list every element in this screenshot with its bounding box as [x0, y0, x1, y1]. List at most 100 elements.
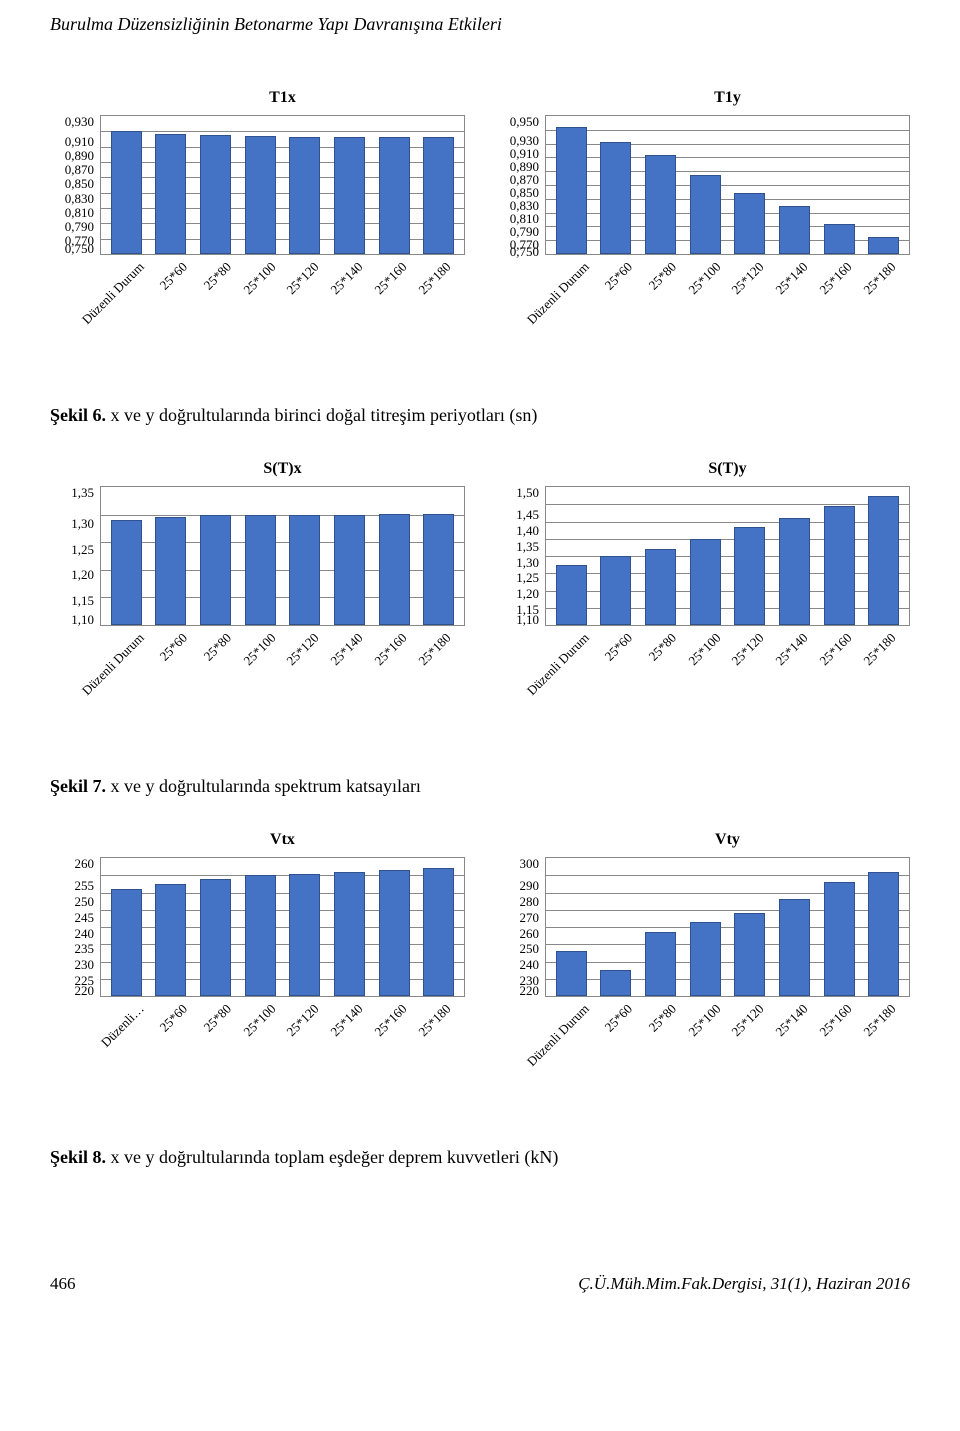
bar — [645, 155, 676, 254]
y-tick-label: 260 — [75, 857, 95, 870]
y-tick-label: 230 — [75, 958, 95, 971]
bar — [600, 142, 631, 254]
y-tick-label: 1,30 — [516, 556, 539, 569]
y-axis-ticks: 260255250245240235230225220 — [50, 857, 100, 997]
x-tick-label: 25*140 — [328, 1001, 367, 1040]
bars-container — [101, 487, 464, 625]
bar-slot — [375, 116, 414, 254]
bars-container — [546, 487, 909, 625]
y-tick-label: 0,910 — [65, 135, 94, 148]
bar-slot — [641, 858, 680, 996]
bar-slot — [686, 858, 725, 996]
bar — [111, 131, 142, 254]
x-tick-label: 25*180 — [860, 630, 899, 669]
bar — [155, 517, 186, 625]
x-tick-label: 25*160 — [372, 1001, 411, 1040]
x-tick-label: 25*160 — [372, 259, 411, 298]
y-tick-label: 1,50 — [516, 486, 539, 499]
x-tick-label: 25*60 — [602, 259, 636, 293]
bar-slot — [597, 487, 636, 625]
x-tick-label: 25*60 — [157, 259, 191, 293]
x-tick-label: 25*80 — [646, 630, 680, 664]
caption-fig8: Şekil 8. x ve y doğrultularında toplam e… — [50, 1147, 910, 1168]
x-tick-label: 25*120 — [284, 259, 323, 298]
bar — [423, 514, 454, 626]
bars-container — [546, 858, 909, 996]
plot-area — [100, 115, 465, 255]
journal-ref: Ç.Ü.Müh.Mim.Fak.Dergisi, 31(1), Haziran … — [578, 1274, 910, 1294]
bar-slot — [686, 116, 725, 254]
y-tick-label: 1,40 — [516, 524, 539, 537]
y-tick-label: 240 — [520, 958, 540, 971]
y-axis-ticks: 1,351,301,251,201,151,10 — [50, 486, 100, 626]
x-tick-label: 25*60 — [157, 1001, 191, 1035]
x-tick-label: Düzenli Durum — [523, 630, 592, 699]
x-tick-label: Düzenli Durum — [78, 630, 147, 699]
bar — [289, 515, 320, 625]
bar — [868, 237, 899, 254]
x-tick-label: 25*120 — [729, 259, 768, 298]
chart-title: T1y — [545, 89, 910, 107]
bar — [200, 515, 231, 625]
y-tick-label: 1,35 — [71, 486, 94, 499]
y-axis-ticks: 1,501,451,401,351,301,251,201,151,10 — [495, 486, 545, 626]
bar — [824, 224, 855, 254]
chart-vty: Vty 300290280270260250240230220 Düzenli … — [495, 857, 910, 1077]
bar — [868, 496, 899, 625]
bar — [379, 514, 410, 626]
y-tick-label: 280 — [520, 895, 540, 908]
y-tick-label: 245 — [75, 911, 95, 924]
bar-slot — [375, 858, 414, 996]
bar-slot — [552, 487, 591, 625]
x-axis-labels: Düzenli Durum25*6025*8025*10025*12025*14… — [545, 997, 910, 1077]
x-axis-labels: Düzenli Durum25*6025*8025*10025*12025*14… — [545, 255, 910, 335]
x-tick-label: 25*180 — [415, 259, 454, 298]
x-tick-label: 25*120 — [729, 630, 768, 669]
bar-slot — [820, 116, 859, 254]
caption-label: Şekil 7. — [50, 776, 111, 796]
bar-slot — [686, 487, 725, 625]
bar-slot — [107, 858, 146, 996]
bar — [824, 506, 855, 625]
bar-slot — [330, 116, 369, 254]
page-title: Burulma Düzensizliğinin Betonarme Yapı D… — [50, 14, 910, 35]
x-tick-label: 25*120 — [284, 1001, 323, 1040]
caption-text: x ve y doğrultularında toplam eşdeğer de… — [111, 1147, 559, 1167]
bar-slot — [196, 858, 235, 996]
y-tick-label: 0,750 — [65, 242, 94, 255]
chart-t1x: T1x 0,9300,9100,8900,8700,8500,8300,8100… — [50, 115, 465, 335]
bar-slot — [330, 487, 369, 625]
bar — [111, 520, 142, 625]
bar-slot — [196, 116, 235, 254]
y-tick-label: 1,10 — [516, 613, 539, 626]
y-tick-label: 0,890 — [65, 149, 94, 162]
bar — [690, 922, 721, 996]
bar-slot — [241, 487, 280, 625]
bar — [556, 951, 587, 996]
x-tick-label: 25*100 — [685, 630, 724, 669]
bars-container — [101, 116, 464, 254]
caption-text: x ve y doğrultularında spektrum katsayıl… — [111, 776, 421, 796]
y-tick-label: 1,25 — [71, 543, 94, 556]
bar — [600, 970, 631, 996]
bar — [690, 539, 721, 625]
x-tick-label: Düzenli Durum — [78, 259, 147, 328]
page-number: 466 — [50, 1274, 76, 1294]
bar-slot — [107, 487, 146, 625]
y-tick-label: 1,10 — [71, 613, 94, 626]
y-axis-ticks: 0,9300,9100,8900,8700,8500,8300,8100,790… — [50, 115, 100, 255]
chart-sty: S(T)y 1,501,451,401,351,301,251,201,151,… — [495, 486, 910, 706]
bar — [245, 875, 276, 996]
x-axis-labels: Düzenli Durum25*6025*8025*10025*12025*14… — [545, 626, 910, 706]
x-axis-labels: Düzenli…25*6025*8025*10025*12025*14025*1… — [100, 997, 465, 1077]
bar-slot — [552, 858, 591, 996]
bar-slot — [731, 487, 770, 625]
y-tick-label: 240 — [75, 927, 95, 940]
bar — [734, 913, 765, 996]
caption-fig6: Şekil 6. x ve y doğrultularında birinci … — [50, 405, 910, 426]
y-tick-label: 290 — [520, 879, 540, 892]
plot-area — [545, 857, 910, 997]
x-tick-label: 25*140 — [773, 1001, 812, 1040]
bar-slot — [152, 116, 191, 254]
bar-slot — [375, 487, 414, 625]
